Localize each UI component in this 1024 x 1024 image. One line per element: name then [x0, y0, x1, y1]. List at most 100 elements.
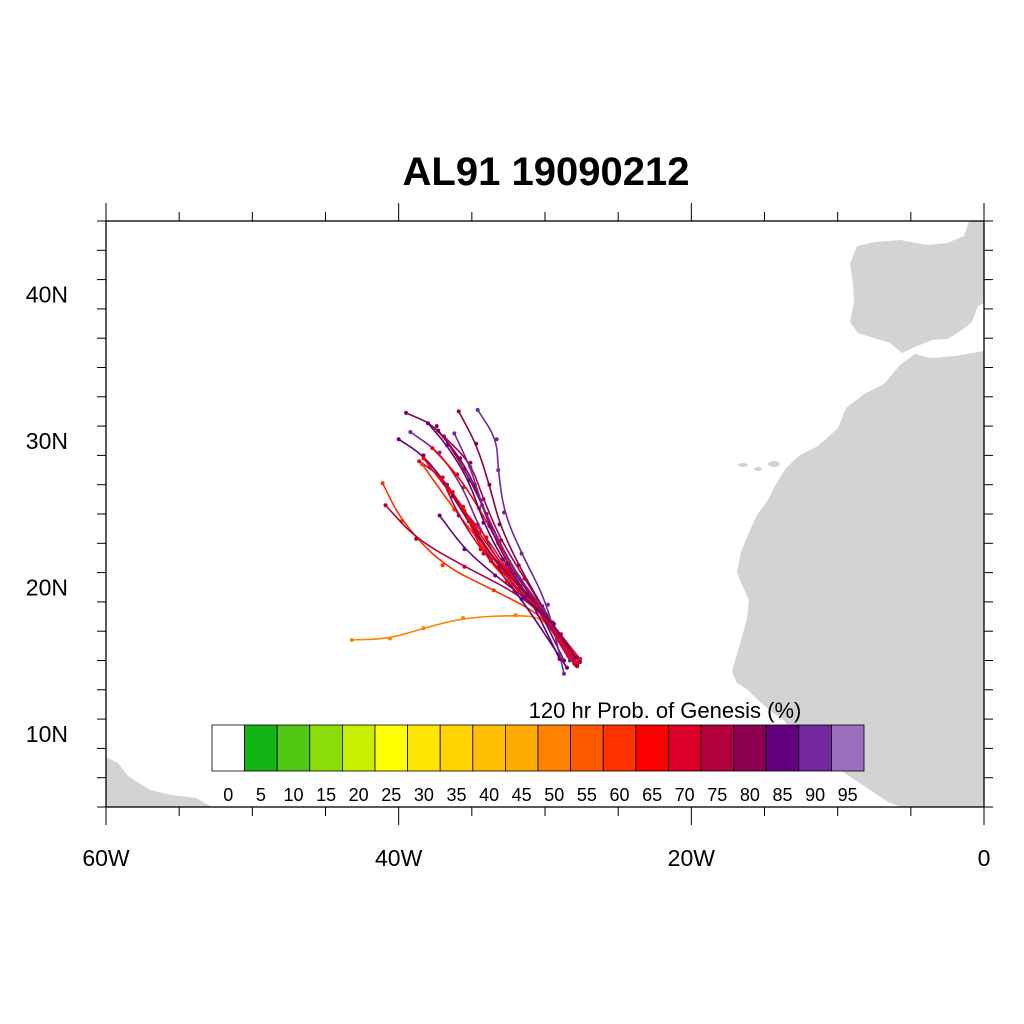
track-point [562, 671, 566, 676]
track-point [481, 497, 486, 502]
legend-swatch [341, 724, 376, 772]
track-point [557, 657, 562, 661]
legend-label: 5 [256, 785, 266, 805]
land-island [768, 461, 780, 467]
track-point [522, 595, 527, 600]
legend-swatch [472, 724, 506, 772]
track-point [566, 654, 571, 659]
track-point [421, 456, 426, 461]
legend-label: 85 [772, 785, 792, 805]
track-point [500, 557, 505, 562]
track-point [491, 588, 496, 593]
legend-label: 60 [609, 785, 629, 805]
land-layer [106, 221, 984, 807]
legend-labels: 0 5 10 15 20 25 30 35 40 45 50 55 60 65 70 75 80 85 90 95 [223, 785, 857, 805]
track-point [455, 472, 460, 477]
probability-legend: 120 hr Prob. of Genesis (%) 0 5 10 15 20 25 30… [211, 698, 865, 805]
x-tick-label: 40W [375, 845, 423, 871]
track-point [436, 428, 441, 433]
track-point [519, 551, 524, 556]
track-point [468, 460, 473, 465]
track-point [497, 522, 502, 527]
track-point [425, 421, 430, 426]
track-point [496, 468, 501, 473]
storm-track [443, 435, 574, 657]
track-point [430, 446, 435, 451]
storm-track [381, 482, 574, 661]
track-point [408, 430, 413, 434]
track-point [494, 535, 499, 540]
legend-label: 0 [223, 785, 233, 805]
land-island [738, 463, 748, 467]
y-tick-label: 20N [26, 574, 68, 600]
legend-title: 120 hr Prob. of Genesis (%) [529, 698, 802, 723]
legend-label: 70 [675, 785, 695, 805]
legend-label: 30 [414, 785, 434, 805]
track-point [437, 450, 442, 455]
track-point [442, 481, 446, 486]
legend-label: 80 [740, 785, 760, 805]
legend-swatch [504, 724, 539, 772]
legend-swatch [309, 724, 343, 772]
legend-swatch [831, 724, 865, 772]
track-point [383, 503, 388, 508]
track-point [502, 510, 506, 515]
track-point [493, 573, 498, 578]
track-point [516, 575, 521, 579]
track-point [420, 462, 425, 467]
track-point [522, 576, 527, 581]
track-point [427, 465, 432, 470]
track-point [545, 602, 550, 607]
legend-swatch [537, 724, 571, 772]
land-africa [732, 351, 984, 807]
track-point [550, 626, 555, 631]
track-point [573, 655, 578, 660]
track-point [462, 564, 467, 569]
track-point [461, 616, 466, 620]
storm-track [457, 411, 578, 664]
track-point [421, 626, 426, 631]
legend-swatch [700, 724, 734, 772]
track-point [525, 592, 530, 597]
legend-label: 55 [577, 785, 597, 805]
track-point [437, 513, 442, 518]
legend-label: 90 [805, 785, 825, 805]
track-point [477, 531, 482, 535]
legend-label: 10 [283, 785, 303, 805]
track-point [474, 441, 479, 446]
track-point [562, 658, 566, 663]
track-point [456, 513, 461, 518]
legend-swatch [244, 724, 278, 772]
legend-label: 65 [642, 785, 662, 805]
track-point [387, 636, 392, 641]
storm-track [477, 409, 565, 674]
legend-swatch [798, 724, 832, 772]
track-point [551, 621, 556, 626]
track-point [450, 494, 455, 499]
y-tick-label: 10N [26, 721, 68, 747]
legend-swatch [602, 724, 637, 772]
track-point [456, 409, 461, 414]
track-point [513, 613, 518, 618]
storm-track [427, 422, 561, 660]
y-tick-label: 40N [26, 281, 68, 307]
track-point [404, 410, 408, 415]
y-tick-label: 30N [26, 428, 68, 454]
track-point [478, 547, 483, 552]
legend-label: 20 [349, 785, 369, 805]
legend-swatch [276, 724, 311, 772]
track-point [573, 660, 578, 664]
legend-label: 25 [381, 785, 401, 805]
track-layer [349, 408, 583, 676]
storm-track [351, 615, 572, 659]
track-point [578, 660, 583, 664]
legend-swatch [570, 724, 604, 772]
track-point [452, 431, 457, 436]
track-point [445, 443, 449, 448]
track-point [475, 408, 480, 412]
storm-track [453, 433, 571, 653]
x-tick-label: 20W [668, 845, 716, 871]
map-axes: 60W 40W 20W 0 10N 20N 30N 40N [26, 203, 993, 871]
legend-swatch [439, 724, 474, 772]
